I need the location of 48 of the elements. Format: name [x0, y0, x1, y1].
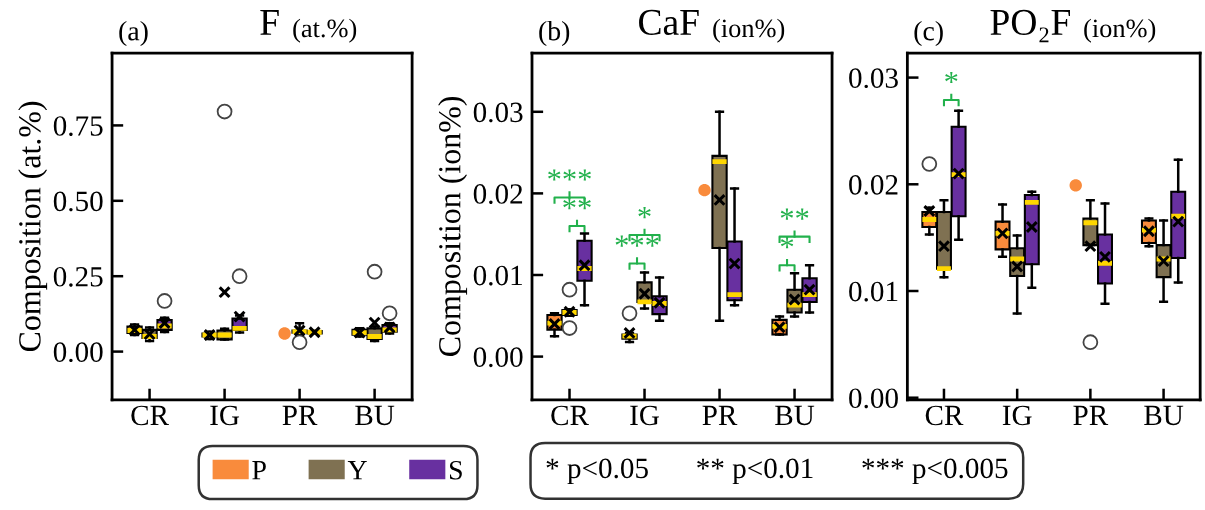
- chart-title: CaF: [639, 9, 699, 36]
- y-tick-label: 0.50: [53, 191, 103, 212]
- x-tick-label: CR: [131, 405, 169, 426]
- annotation: **: [780, 208, 809, 220]
- y-tick-label: 0.75: [53, 116, 103, 136]
- annotation: ***: [548, 169, 591, 181]
- x-tick-label: BU: [355, 405, 395, 426]
- x-tick-label: CR: [551, 405, 589, 426]
- legend-label: Y: [347, 461, 367, 480]
- x-tick-label: IG: [1002, 405, 1032, 426]
- chart-subtitle: (ion%): [1084, 18, 1156, 43]
- x-tick-label: CR: [925, 405, 964, 426]
- legend-label: S: [449, 460, 462, 480]
- x-tick-label: PR: [1073, 405, 1109, 425]
- y-axis-title: Composition (at.%): [18, 101, 48, 352]
- chart-title: PO₂F: [990, 9, 1070, 43]
- annotation: *: [945, 71, 958, 84]
- x-tick-label: PR: [282, 405, 318, 425]
- text: * p<0.05: [546, 458, 648, 485]
- x-tick-label: BU: [1144, 405, 1184, 426]
- y-tick-label: 0.25: [53, 266, 103, 287]
- y-tick-label: 0.00: [53, 342, 103, 363]
- text: ** p<0.01: [697, 458, 813, 485]
- y-tick-label: 0.01: [473, 265, 522, 286]
- annotation: **: [563, 197, 591, 210]
- chart-title: F: [260, 10, 279, 35]
- y-tick-label: 0.00: [473, 347, 523, 368]
- annotation: ***: [615, 235, 659, 247]
- y-tick-label: 0.02: [849, 175, 898, 195]
- y-tick-label: 0.03: [849, 68, 898, 89]
- annotation: *: [638, 206, 651, 219]
- x-tick-label: PR: [702, 405, 738, 425]
- chart-subtitle: (ion%): [713, 18, 785, 43]
- legend-label: P: [252, 461, 266, 480]
- y-tick-label: 0.02: [473, 184, 523, 204]
- y-tick-label: 0.01: [849, 281, 898, 302]
- text: (b): [539, 20, 570, 47]
- text: (c): [914, 20, 943, 47]
- y-tick-label: 0.03: [473, 102, 523, 123]
- text: (a): [119, 20, 148, 47]
- chart-subtitle: (at.%): [293, 18, 357, 43]
- x-tick-label: BU: [775, 405, 815, 426]
- x-tick-label: IG: [630, 405, 659, 426]
- y-axis-title: Composition (ion%): [438, 96, 468, 357]
- text: *** p<0.005: [862, 458, 1008, 485]
- y-tick-label: 0.00: [849, 388, 898, 409]
- annotation: *: [780, 237, 794, 249]
- x-tick-label: IG: [210, 405, 240, 426]
